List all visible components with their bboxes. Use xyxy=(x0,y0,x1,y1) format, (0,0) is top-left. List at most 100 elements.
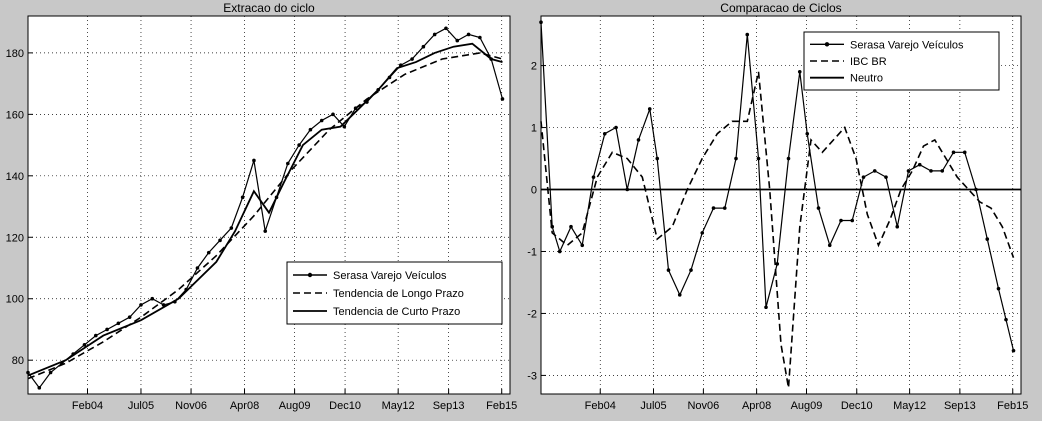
x-tick-label: Feb04 xyxy=(72,400,103,412)
data-point xyxy=(985,237,990,241)
data-point xyxy=(444,26,448,31)
data-point xyxy=(342,124,347,129)
data-point xyxy=(127,315,132,319)
data-point xyxy=(722,206,727,210)
y-tick-label: -3 xyxy=(527,370,537,382)
legend-label: Neutro xyxy=(850,73,883,85)
plot-frame xyxy=(540,15,1022,395)
x-tick-label: Apr08 xyxy=(742,400,771,412)
y-tick-label: 100 xyxy=(6,294,24,306)
series-line xyxy=(27,42,503,377)
data-point xyxy=(229,226,234,230)
series-line xyxy=(540,71,1015,388)
data-point xyxy=(700,231,705,235)
data-point xyxy=(297,143,301,147)
data-point xyxy=(996,286,1001,291)
legend-label: Tendencia de Curto Prazo xyxy=(333,306,460,318)
data-point xyxy=(500,97,505,101)
data-point xyxy=(786,156,791,161)
data-point xyxy=(93,333,98,338)
data-point xyxy=(240,195,245,200)
data-point xyxy=(48,370,53,375)
data-point xyxy=(331,112,335,117)
x-tick-label: Apr08 xyxy=(230,400,259,412)
x-tick-label: Nov06 xyxy=(687,400,719,412)
data-point xyxy=(745,32,750,37)
right-chart: Comparacao de Ciclos Feb04 Jul05 Nov06 Apr0… xyxy=(527,1,1028,412)
x-tick-label: Dec10 xyxy=(329,400,361,412)
data-point xyxy=(319,118,324,123)
data-point xyxy=(286,161,290,166)
data-point xyxy=(839,218,843,223)
x-tick-label: May12 xyxy=(893,400,926,412)
data-point xyxy=(805,131,810,136)
left-chart: Extracao do ciclo Feb04 Jul05 Nov06 Apr08 Au… xyxy=(6,1,518,412)
x-tick-label: Aug09 xyxy=(279,400,311,412)
left-chart-title: Extracao do ciclo xyxy=(223,1,315,15)
data-point xyxy=(557,249,562,254)
y-tick-label: -1 xyxy=(527,246,537,258)
data-point xyxy=(263,229,268,233)
data-point xyxy=(569,224,573,229)
data-point xyxy=(614,125,618,130)
data-point xyxy=(711,206,716,210)
x-tick-label: Feb15 xyxy=(997,400,1028,412)
data-point xyxy=(655,156,660,161)
data-point xyxy=(689,268,693,272)
y-tick-label: 1 xyxy=(531,123,537,135)
data-point xyxy=(466,32,471,37)
data-point xyxy=(455,38,460,43)
data-point xyxy=(591,175,596,179)
data-point xyxy=(580,243,585,248)
legend-label: Serasa Varejo Veículos xyxy=(850,39,964,51)
legend-marker xyxy=(824,42,830,47)
data-point xyxy=(421,44,426,49)
data-point xyxy=(666,268,671,272)
data-point xyxy=(1004,317,1008,322)
data-point xyxy=(895,224,900,229)
data-point xyxy=(906,169,911,173)
data-point xyxy=(647,107,652,111)
y-tick-label: 120 xyxy=(6,232,24,244)
data-point xyxy=(116,321,121,326)
data-point xyxy=(940,169,945,173)
x-tick-label: Sep13 xyxy=(433,400,465,412)
data-point xyxy=(82,343,87,347)
data-point xyxy=(734,156,738,161)
y-tick-label: 0 xyxy=(531,185,537,197)
data-point xyxy=(105,327,109,332)
data-point xyxy=(206,250,211,255)
x-tick-label: Dec10 xyxy=(841,400,873,412)
x-tick-label: Nov06 xyxy=(175,400,207,412)
legend-box xyxy=(286,261,503,325)
data-point xyxy=(218,238,222,243)
x-tick-label: Jul05 xyxy=(640,400,666,412)
data-point xyxy=(478,35,482,40)
data-point xyxy=(827,243,832,248)
y-tick-label: 160 xyxy=(6,109,24,121)
y-tick-label: 2 xyxy=(531,61,537,73)
data-point xyxy=(929,169,933,173)
data-point xyxy=(308,127,313,132)
data-point xyxy=(797,69,802,74)
y-tick-label: 140 xyxy=(6,171,24,183)
data-point xyxy=(917,162,922,167)
data-point xyxy=(962,150,967,155)
data-point xyxy=(602,131,607,136)
x-tick-label: Aug09 xyxy=(791,400,823,412)
data-point xyxy=(636,138,641,142)
data-point xyxy=(861,175,866,179)
series-line xyxy=(27,52,503,380)
x-tick-label: Feb04 xyxy=(585,400,616,412)
data-point xyxy=(150,296,155,301)
data-point xyxy=(872,169,877,173)
right-chart-title: Comparacao de Ciclos xyxy=(720,1,841,15)
x-tick-label: May12 xyxy=(382,400,415,412)
data-point xyxy=(884,175,888,179)
data-point xyxy=(850,218,855,223)
plot-frame xyxy=(27,15,511,395)
data-point xyxy=(756,156,761,161)
data-point xyxy=(775,262,780,266)
data-point xyxy=(677,293,682,297)
